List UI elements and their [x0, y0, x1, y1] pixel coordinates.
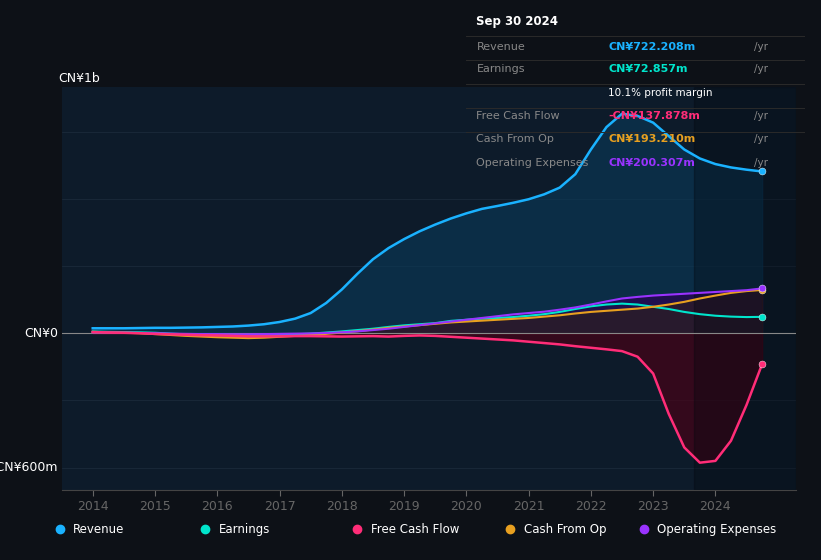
- Bar: [694, 87, 796, 490]
- Text: Free Cash Flow: Free Cash Flow: [476, 111, 560, 121]
- Text: /yr: /yr: [754, 134, 768, 144]
- Text: CN¥722.208m: CN¥722.208m: [608, 42, 695, 52]
- Text: Revenue: Revenue: [73, 522, 125, 536]
- Text: /yr: /yr: [754, 64, 768, 74]
- Text: Sep 30 2024: Sep 30 2024: [476, 15, 558, 28]
- Text: CN¥1b: CN¥1b: [58, 72, 99, 85]
- Text: /yr: /yr: [754, 42, 768, 52]
- Text: CN¥72.857m: CN¥72.857m: [608, 64, 688, 74]
- Text: Operating Expenses: Operating Expenses: [476, 158, 589, 168]
- Text: /yr: /yr: [754, 111, 768, 121]
- Text: Earnings: Earnings: [218, 522, 270, 536]
- Text: CN¥200.307m: CN¥200.307m: [608, 158, 695, 168]
- Text: Cash From Op: Cash From Op: [476, 134, 554, 144]
- Text: /yr: /yr: [754, 158, 768, 168]
- Text: Revenue: Revenue: [476, 42, 525, 52]
- Text: -CN¥600m: -CN¥600m: [0, 461, 58, 474]
- Text: CN¥0: CN¥0: [24, 326, 58, 340]
- Text: Free Cash Flow: Free Cash Flow: [371, 522, 460, 536]
- Text: -CN¥137.878m: -CN¥137.878m: [608, 111, 700, 121]
- Text: Cash From Op: Cash From Op: [524, 522, 606, 536]
- Text: Operating Expenses: Operating Expenses: [658, 522, 777, 536]
- Text: CN¥193.210m: CN¥193.210m: [608, 134, 695, 144]
- Text: Earnings: Earnings: [476, 64, 525, 74]
- Text: 10.1% profit margin: 10.1% profit margin: [608, 87, 713, 97]
